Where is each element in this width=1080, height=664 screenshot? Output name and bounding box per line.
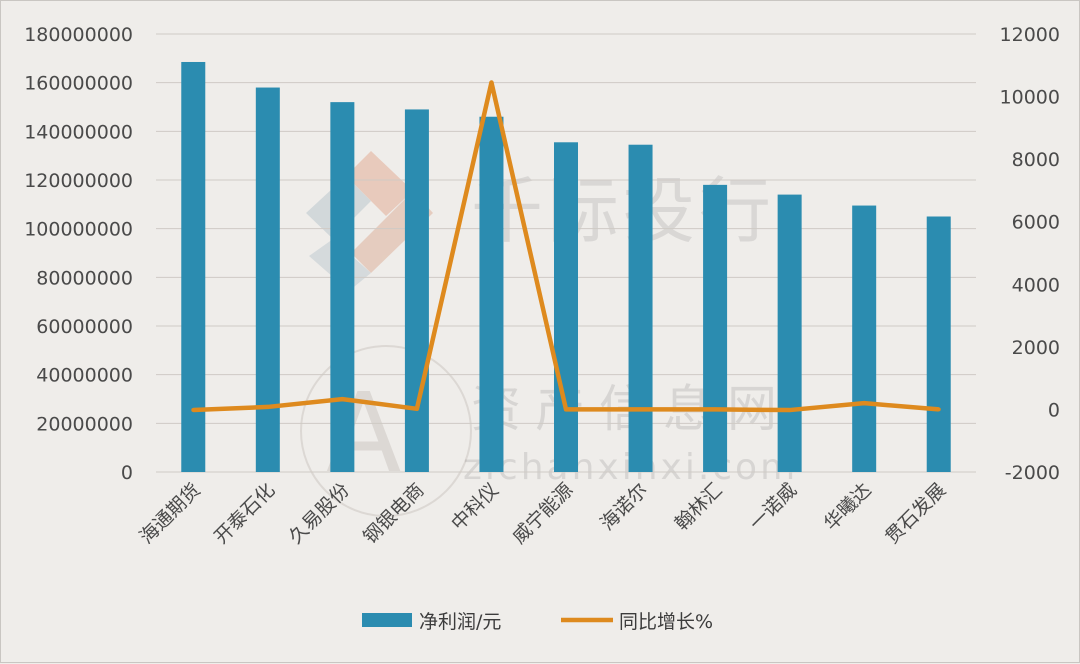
- category-label: 贯石发展: [881, 479, 950, 548]
- left-axis-tick-label: 0: [121, 462, 133, 484]
- left-axis-tick-label: 20000000: [36, 413, 133, 435]
- left-axis-tick-label: 60000000: [36, 316, 133, 338]
- bar-4: [404, 109, 429, 472]
- legend: 净利润/元 同比增长%: [362, 611, 713, 633]
- growth-point-9: [787, 408, 792, 413]
- legend-label-bar: 净利润/元: [419, 611, 501, 633]
- category-label: 开泰石化: [210, 479, 279, 548]
- left-axis-tick-label: 100000000: [24, 219, 133, 241]
- left-axis-tick-label: 80000000: [36, 267, 133, 289]
- growth-point-10: [862, 401, 867, 406]
- growth-point-8: [713, 407, 718, 412]
- right-axis-ticks: -2000 0 2000 4000 6000 8000 10000 12000: [1000, 24, 1060, 484]
- bar-2: [255, 87, 280, 473]
- category-label: 华曦达: [820, 479, 876, 535]
- category-label: 久易股份: [285, 479, 354, 548]
- left-axis-tick-label: 140000000: [24, 121, 133, 143]
- watermark-brand: 千际投行: [471, 169, 775, 253]
- left-axis-ticks: 0 20000000 40000000 60000000 80000000 1000000…: [24, 24, 133, 484]
- right-axis-tick-label: 0: [1048, 399, 1060, 421]
- legend-bar-swatch: [362, 613, 412, 627]
- category-labels: 海通期货 开泰石化 久易股份 钢银电商 中科仪 威宁能源 海诺尔 翰林汇 一诺威 华曦达 贯石发展: [136, 479, 951, 548]
- category-label: 海通期货: [136, 479, 205, 548]
- growth-point-4: [414, 406, 419, 411]
- right-axis-tick-label: 4000: [1012, 274, 1060, 296]
- bar-7: [628, 144, 653, 472]
- growth-point-3: [340, 397, 345, 402]
- right-axis-tick-label: 2000: [1012, 337, 1060, 359]
- category-label: 威宁能源: [508, 479, 577, 548]
- left-axis-tick-label: 160000000: [24, 73, 133, 95]
- bar-series: [181, 61, 951, 473]
- right-axis-tick-label: -2000: [1005, 462, 1060, 484]
- growth-point-6: [564, 407, 568, 412]
- watermark-circle-icon: [300, 345, 472, 517]
- growth-point-7: [638, 407, 643, 412]
- bar-9: [777, 194, 802, 472]
- bar-11: [926, 216, 951, 472]
- growth-point-1: [191, 408, 196, 413]
- bar-3: [330, 102, 355, 472]
- left-axis-tick-label: 120000000: [24, 170, 133, 192]
- right-axis-tick-label: 6000: [1012, 212, 1060, 234]
- growth-point-2: [265, 404, 270, 409]
- right-axis-tick-label: 12000: [1000, 24, 1060, 46]
- legend-label-line: 同比增长%: [619, 611, 713, 633]
- bar-5: [479, 116, 504, 472]
- growth-point-11: [936, 407, 941, 412]
- right-axis-tick-label: 8000: [1012, 149, 1060, 171]
- right-axis-tick-label: 10000: [1000, 87, 1060, 109]
- left-axis-tick-label: 180000000: [24, 24, 133, 46]
- bar-10: [852, 205, 877, 473]
- bar-8: [703, 184, 728, 472]
- left-axis-tick-label: 40000000: [36, 365, 133, 387]
- bar-6: [554, 142, 578, 473]
- growth-point-5: [489, 80, 494, 85]
- line-series: [191, 80, 941, 413]
- bar-1: [181, 61, 206, 472]
